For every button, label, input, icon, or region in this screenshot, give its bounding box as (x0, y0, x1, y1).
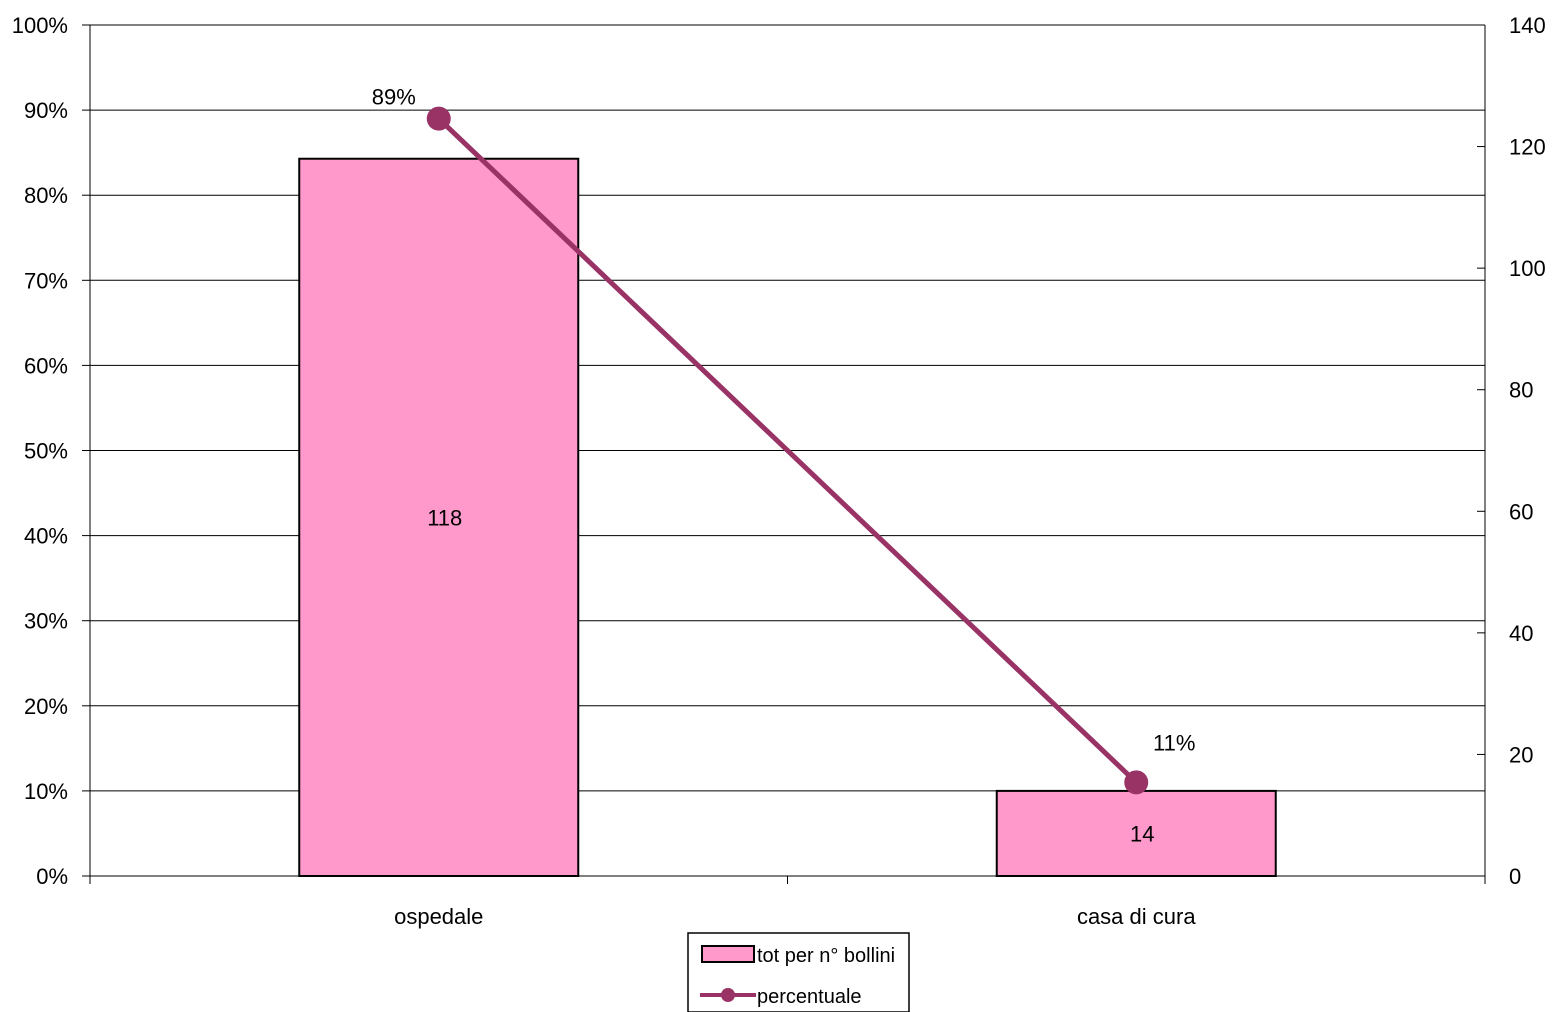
left-axis-tick-label: 30% (24, 609, 68, 634)
right-axis-tick-label: 0 (1509, 864, 1521, 889)
left-axis-tick-label: 0% (36, 864, 68, 889)
right-axis-tick-label: 100 (1509, 256, 1546, 281)
x-axis-category-label: ospedale (394, 904, 483, 929)
right-axis-tick-label: 120 (1509, 135, 1546, 160)
right-axis-tick-label: 40 (1509, 621, 1533, 646)
legend: tot per n° bollini percentuale (687, 932, 910, 1012)
right-axis-tick-label: 80 (1509, 378, 1533, 403)
percentuale-value-label: 11% (1153, 730, 1195, 755)
bar-series (298, 157, 1277, 878)
right-axis-tick-label: 140 (1509, 13, 1546, 38)
legend-swatch-marker (721, 988, 735, 1002)
left-axis-tick-label: 40% (24, 524, 68, 549)
left-axis-tick-label: 100% (12, 13, 68, 38)
percentuale-value-label: 89% (372, 85, 416, 110)
percentuale-marker (1124, 770, 1149, 795)
left-axis-tick-label: 10% (24, 779, 68, 804)
bar-value-label: 118 (427, 505, 462, 530)
left-axis-tick-label: 50% (24, 439, 68, 464)
x-axis-category-label: casa di cura (1077, 904, 1196, 929)
left-axis-tick-label: 60% (24, 353, 68, 378)
left-axis-tick-label: 90% (24, 98, 68, 123)
data-labels: 118 14 89% 11% (372, 85, 1196, 847)
bar-value-label: 14 (1130, 821, 1154, 846)
legend-swatch-bar (701, 945, 755, 963)
right-axis-tick-label: 20 (1509, 742, 1533, 767)
left-axis-tick-label: 20% (24, 694, 68, 719)
left-axis-tick-label: 70% (24, 268, 68, 293)
legend-label-line: percentuale (757, 986, 862, 1008)
right-axis-tick-label: 60 (1509, 499, 1533, 524)
percentuale-line (437, 116, 1138, 785)
bar-casa-di-cura (995, 789, 1277, 878)
line-series (426, 106, 1149, 795)
axes: 0% 10% 20% 30% 40% 50% 60% 70% 80% 90% 100% 0 20 40 60… (12, 13, 1546, 929)
legend-label-bar: tot per n° bollini (757, 945, 895, 967)
percentuale-marker (426, 106, 451, 131)
left-axis-tick-label: 80% (24, 183, 68, 208)
bar-ospedale (298, 157, 580, 877)
